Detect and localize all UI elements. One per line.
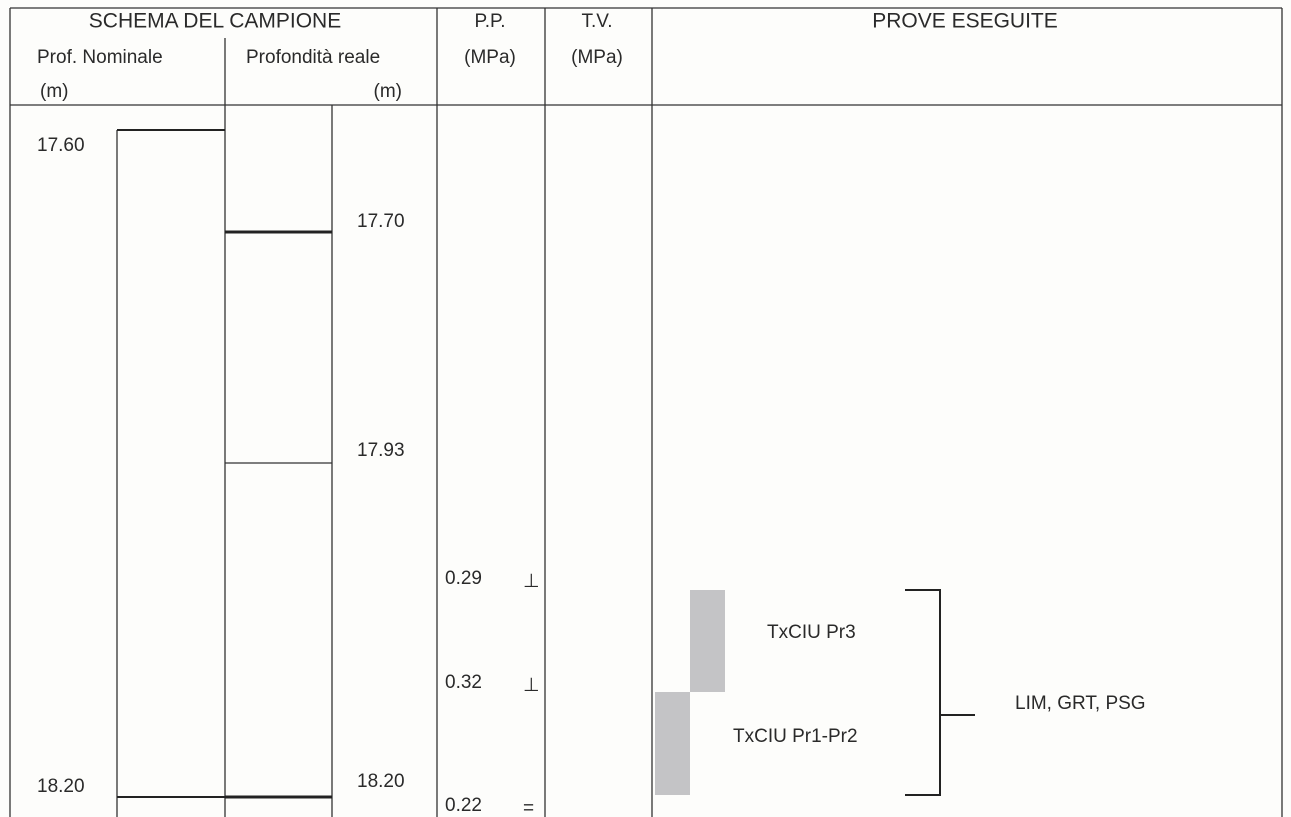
header-label: Prof. Nominale <box>37 47 163 68</box>
sample-block <box>690 590 725 692</box>
pp-symbol: = <box>523 798 534 817</box>
header-title: PROVE ESEGUITE <box>872 10 1058 33</box>
depth-label: 18.20 <box>357 771 405 792</box>
test-label: TxCIU Pr3 <box>767 622 856 643</box>
depth-label: 17.70 <box>357 211 405 232</box>
header-unit: (MPa) <box>464 47 516 68</box>
header-label: T.V. <box>582 11 613 32</box>
pp-symbol: ⊥ <box>523 675 540 696</box>
depth-label: 18.20 <box>37 776 85 797</box>
header-label: P.P. <box>474 11 505 32</box>
pp-symbol: ⊥ <box>523 571 540 592</box>
header-unit: (m) <box>374 81 402 102</box>
sample-block <box>655 692 690 795</box>
depth-label: 17.60 <box>37 135 85 156</box>
pp-value: 0.29 <box>445 568 482 589</box>
pp-value: 0.32 <box>445 672 482 693</box>
header-unit: (MPa) <box>571 47 623 68</box>
header-title: SCHEMA DEL CAMPIONE <box>89 10 341 33</box>
test-group: LIM, GRT, PSG <box>1015 693 1146 714</box>
bracket <box>905 589 941 796</box>
header-label: Profondità reale <box>246 47 380 68</box>
header-unit: (m) <box>40 81 68 102</box>
pp-value: 0.22 <box>445 795 482 816</box>
test-label: TxCIU Pr1-Pr2 <box>733 726 858 747</box>
depth-label: 17.93 <box>357 440 405 461</box>
